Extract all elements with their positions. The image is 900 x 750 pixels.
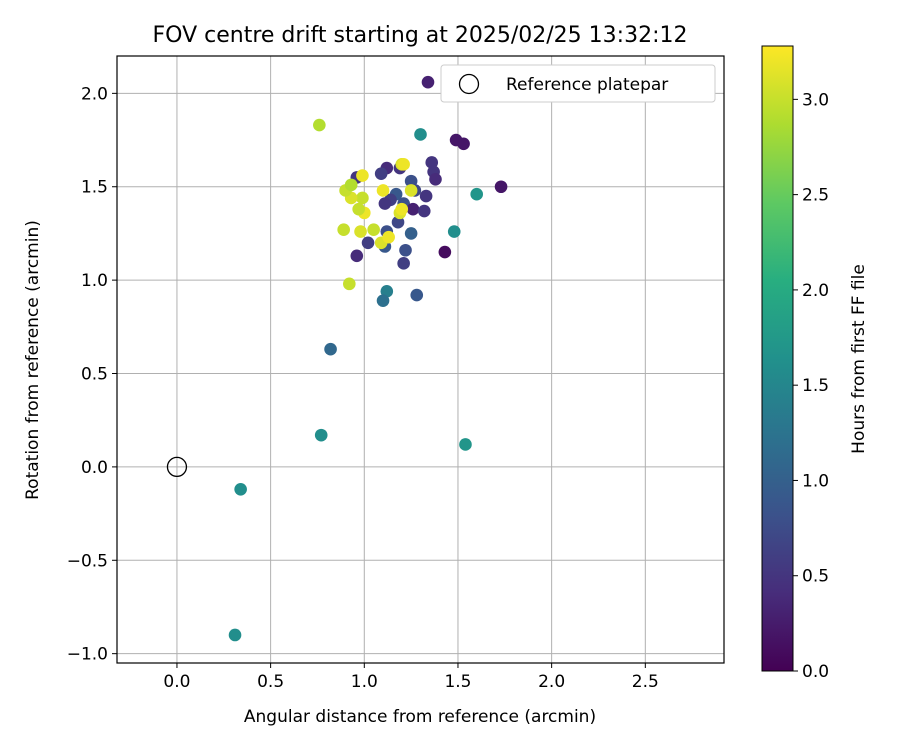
data-point (313, 118, 326, 132)
y-tick-label: −0.5 (67, 551, 108, 571)
x-tick-label: 2.5 (632, 672, 659, 692)
data-point (404, 227, 418, 240)
x-tick-label: 0.0 (163, 672, 190, 692)
colorbar-label: Hours from first FF file (849, 264, 869, 454)
data-point (459, 438, 472, 451)
reference-marker (166, 456, 188, 478)
data-point (447, 225, 461, 238)
reference-platepar-marker (166, 456, 188, 478)
data-point (421, 75, 435, 89)
x-tick-label: 2.0 (538, 672, 565, 692)
data-point (344, 178, 358, 192)
data-point (419, 189, 433, 203)
data-point (343, 277, 356, 291)
x-axis-label: Angular distance from reference (arcmin) (244, 707, 596, 727)
data-point (378, 197, 392, 210)
data-point (470, 187, 484, 201)
legend-label: Reference platepar (506, 75, 668, 95)
data-point (350, 249, 364, 263)
data-point (457, 137, 470, 151)
data-point (352, 202, 365, 216)
x-tick-label: 0.5 (257, 672, 284, 692)
data-point (228, 628, 242, 642)
data-point (382, 230, 395, 244)
y-axis-ticks: −1.0 −0.5 0.0 0.5 1.0 1.5 2.0 (67, 84, 117, 665)
grid (117, 56, 724, 663)
x-tick-label: 1.5 (444, 672, 471, 692)
colorbar: 0.0 0.5 1.0 1.5 2.0 2.5 3.0 Hours from first F… (761, 45, 869, 682)
data-point (376, 184, 390, 197)
y-tick-label: 2.0 (81, 84, 108, 104)
chart-title: FOV centre drift starting at 2025/02/25 … (153, 23, 688, 48)
colorbar-tick-label: 1.5 (802, 376, 829, 396)
y-tick-label: −1.0 (67, 645, 108, 665)
data-point (391, 215, 405, 229)
x-axis-ticks: 0.0 0.5 1.0 1.5 2.0 2.5 (163, 663, 659, 692)
colorbar-tick-label: 2.0 (802, 281, 829, 301)
y-axis-label: Rotation from reference (arcmin) (23, 220, 43, 500)
data-point (374, 167, 388, 180)
data-point (397, 257, 410, 270)
colorbar-gradient (761, 45, 794, 672)
colorbar-tick-label: 2.5 (802, 186, 829, 206)
legend: Reference platepar (440, 64, 716, 103)
data-point (234, 483, 247, 496)
data-point (361, 236, 375, 250)
data-point (429, 172, 442, 186)
data-point (376, 294, 390, 307)
data-point (410, 288, 424, 302)
colorbar-tick-label: 0.5 (802, 567, 829, 587)
plot-frame (116, 55, 725, 664)
colorbar-tick-label: 0.0 (802, 662, 829, 682)
data-point (314, 428, 328, 442)
data-point (356, 169, 369, 182)
data-point (404, 184, 418, 197)
data-point (417, 204, 431, 218)
y-tick-label: 0.0 (81, 458, 108, 478)
data-point (438, 245, 452, 259)
data-point (399, 243, 412, 257)
colorbar-ticks: 0.0 0.5 1.0 1.5 2.0 2.5 3.0 (793, 90, 829, 682)
data-point (367, 223, 380, 236)
data-point (324, 342, 337, 356)
x-tick-label: 1.0 (351, 672, 378, 692)
colorbar-tick-label: 1.0 (802, 471, 829, 491)
data-point (425, 156, 439, 169)
legend-box (440, 64, 716, 103)
data-point (354, 225, 367, 238)
data-point (406, 202, 420, 216)
colorbar-tick-label: 3.0 (802, 90, 829, 110)
data-point (397, 158, 410, 171)
data-point (356, 191, 369, 205)
data-point (414, 128, 427, 141)
data-point (494, 180, 508, 194)
data-points (228, 75, 508, 642)
y-tick-label: 0.5 (81, 365, 108, 385)
y-tick-label: 1.0 (81, 271, 108, 291)
data-point (395, 202, 409, 216)
y-tick-label: 1.5 (81, 178, 108, 198)
legend-reference-marker (458, 73, 480, 95)
data-point (337, 223, 350, 236)
